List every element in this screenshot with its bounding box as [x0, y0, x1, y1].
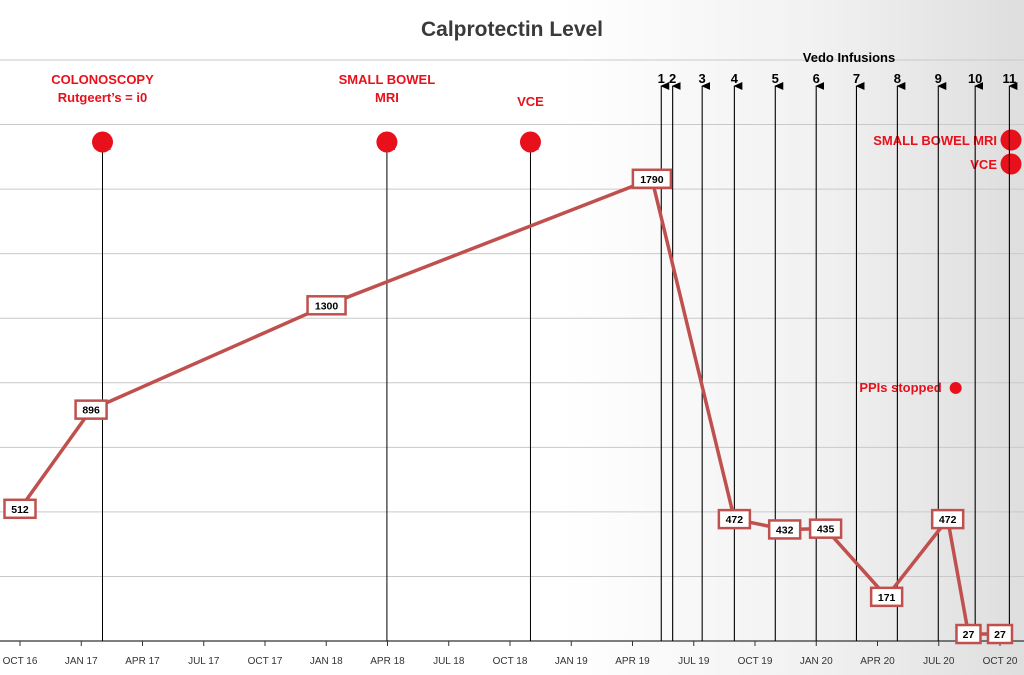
data-point-box	[631, 168, 673, 190]
infusion-number: 9	[935, 71, 942, 86]
x-tick-label: OCT 20	[983, 656, 1018, 667]
x-tick-label: OCT 18	[493, 656, 528, 667]
infusion-annotations: Vedo Infusions 1 2 3 4 5 6 7 8 9 10 11	[658, 50, 1018, 641]
right-event-marker	[1000, 153, 1022, 175]
infusion-number: 7	[853, 71, 860, 86]
x-tick-label: JUL 18	[433, 656, 465, 667]
event-label: MRI	[375, 90, 399, 105]
event-label: COLONOSCOPY	[51, 72, 154, 87]
data-point-box	[986, 623, 1014, 645]
data-point-box	[808, 518, 843, 539]
infusion-number: 11	[1003, 71, 1017, 86]
infusion-number: 4	[731, 71, 739, 86]
event-marker	[376, 131, 398, 153]
right-event-label: VCE	[970, 157, 997, 172]
data-point-box	[955, 623, 982, 645]
x-tick-label: OCT 16	[3, 656, 38, 667]
data-label: 171	[878, 592, 896, 604]
infusion-number: 5	[772, 71, 779, 86]
x-tick-label: OCT 17	[248, 656, 283, 667]
infusion-number: 3	[699, 71, 706, 86]
note-marker	[949, 381, 962, 394]
infusion-number: 8	[894, 71, 901, 86]
x-tick-label: JAN 17	[65, 656, 98, 667]
x-tick-label: JUL 17	[188, 656, 220, 667]
data-label: 472	[939, 514, 957, 526]
infusion-number: 1	[658, 71, 665, 86]
event-marker	[92, 131, 114, 153]
infusion-number: 10	[968, 71, 982, 86]
data-label: 27	[963, 629, 975, 641]
data-label: 472	[726, 514, 744, 526]
note-label: PPIs stopped	[859, 380, 941, 395]
data-label: 1300	[315, 300, 339, 312]
data-point-box	[3, 498, 37, 520]
event-label: SMALL BOWEL	[339, 72, 436, 87]
grid	[0, 59, 1024, 577]
event-marker	[519, 131, 541, 153]
data-labels: 512 896 1300 1790 472 432 435 171 472 27 27	[3, 168, 1014, 645]
x-tick-label: JUL 20	[923, 656, 955, 667]
infusion-number: 6	[813, 71, 820, 86]
infusion-number: 2	[669, 71, 676, 86]
data-point-box	[717, 508, 752, 530]
x-tick-label: OCT 19	[738, 656, 773, 667]
x-tick-label: JUL 19	[678, 656, 710, 667]
x-axis: OCT 16 JAN 17 APR 17 JUL 17 OCT 17 JAN 18 APR …	[0, 640, 1024, 667]
x-tick-label: APR 17	[125, 656, 160, 667]
x-tick-label: JAN 20	[800, 656, 833, 667]
series-polyline	[18, 177, 1002, 636]
data-label: 27	[994, 629, 1006, 641]
x-tick-label: APR 19	[615, 656, 650, 667]
data-point-box	[869, 586, 904, 608]
series-line	[18, 177, 1002, 636]
x-tick-label: JAN 19	[555, 656, 588, 667]
event-annotations: COLONOSCOPY Rutgeert’s = i0 SMALL BOWEL MRI…	[51, 72, 1022, 641]
infusions-title: Vedo Infusions	[803, 50, 895, 65]
data-point-box	[74, 399, 108, 420]
data-label: 896	[82, 405, 100, 417]
data-point-box	[930, 508, 965, 530]
x-tick-label: APR 20	[860, 656, 895, 667]
data-label: 435	[817, 524, 835, 536]
event-label: VCE	[517, 94, 544, 109]
data-label: 432	[776, 524, 794, 536]
chart-title: Calprotectin Level	[421, 18, 603, 41]
data-label: 512	[11, 504, 29, 516]
data-point-box	[306, 295, 347, 316]
data-point-box	[767, 519, 802, 540]
event-label: Rutgeert’s = i0	[58, 90, 147, 105]
right-event-label: SMALL BOWEL MRI	[873, 133, 997, 148]
x-tick-label: APR 18	[370, 656, 405, 667]
x-tick-label: JAN 18	[310, 656, 343, 667]
right-event-marker	[1000, 129, 1022, 151]
data-label: 1790	[640, 174, 664, 186]
